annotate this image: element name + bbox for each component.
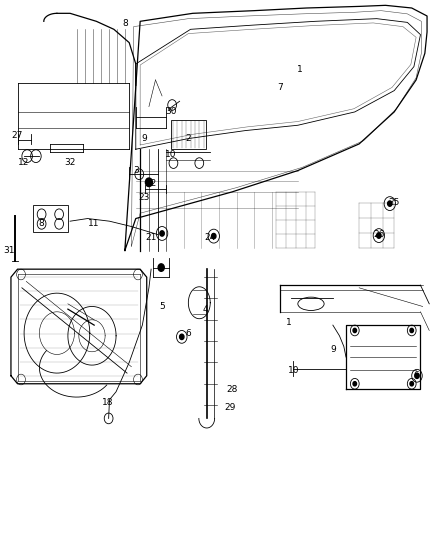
- Text: 6: 6: [413, 372, 419, 380]
- Text: 11: 11: [88, 220, 100, 228]
- Text: 9: 9: [330, 345, 336, 353]
- Circle shape: [180, 334, 184, 340]
- Text: 21: 21: [145, 233, 157, 241]
- Circle shape: [410, 328, 413, 333]
- Text: 12: 12: [18, 158, 30, 167]
- Text: 1: 1: [286, 318, 292, 327]
- Text: 7: 7: [277, 84, 283, 92]
- Text: 6: 6: [185, 329, 191, 337]
- Text: 4: 4: [203, 305, 208, 313]
- Text: 32: 32: [64, 158, 76, 167]
- Circle shape: [415, 373, 419, 378]
- Text: 31: 31: [3, 246, 14, 255]
- Text: 30: 30: [165, 108, 177, 116]
- Text: 27: 27: [12, 132, 23, 140]
- Circle shape: [410, 382, 413, 386]
- Circle shape: [353, 382, 357, 386]
- Text: 25: 25: [389, 198, 400, 207]
- Circle shape: [212, 233, 216, 239]
- Circle shape: [353, 328, 357, 333]
- Text: 18: 18: [102, 398, 113, 407]
- Text: 24: 24: [205, 233, 216, 241]
- Text: 26: 26: [373, 230, 385, 239]
- Text: 23: 23: [139, 193, 150, 201]
- Circle shape: [145, 178, 152, 187]
- Circle shape: [158, 264, 164, 271]
- Circle shape: [388, 201, 392, 206]
- Text: 8: 8: [122, 20, 128, 28]
- Text: 3: 3: [133, 166, 139, 175]
- Circle shape: [377, 233, 381, 238]
- Text: 2: 2: [186, 134, 191, 143]
- Text: 28: 28: [226, 385, 238, 393]
- Text: 9: 9: [141, 134, 148, 143]
- Text: 22: 22: [145, 180, 157, 188]
- Text: 1: 1: [297, 65, 303, 74]
- Text: 8: 8: [39, 220, 45, 228]
- Text: 5: 5: [159, 302, 165, 311]
- Text: 10: 10: [288, 366, 299, 375]
- Circle shape: [160, 231, 164, 236]
- Text: 10: 10: [165, 150, 177, 159]
- Text: 29: 29: [224, 403, 236, 412]
